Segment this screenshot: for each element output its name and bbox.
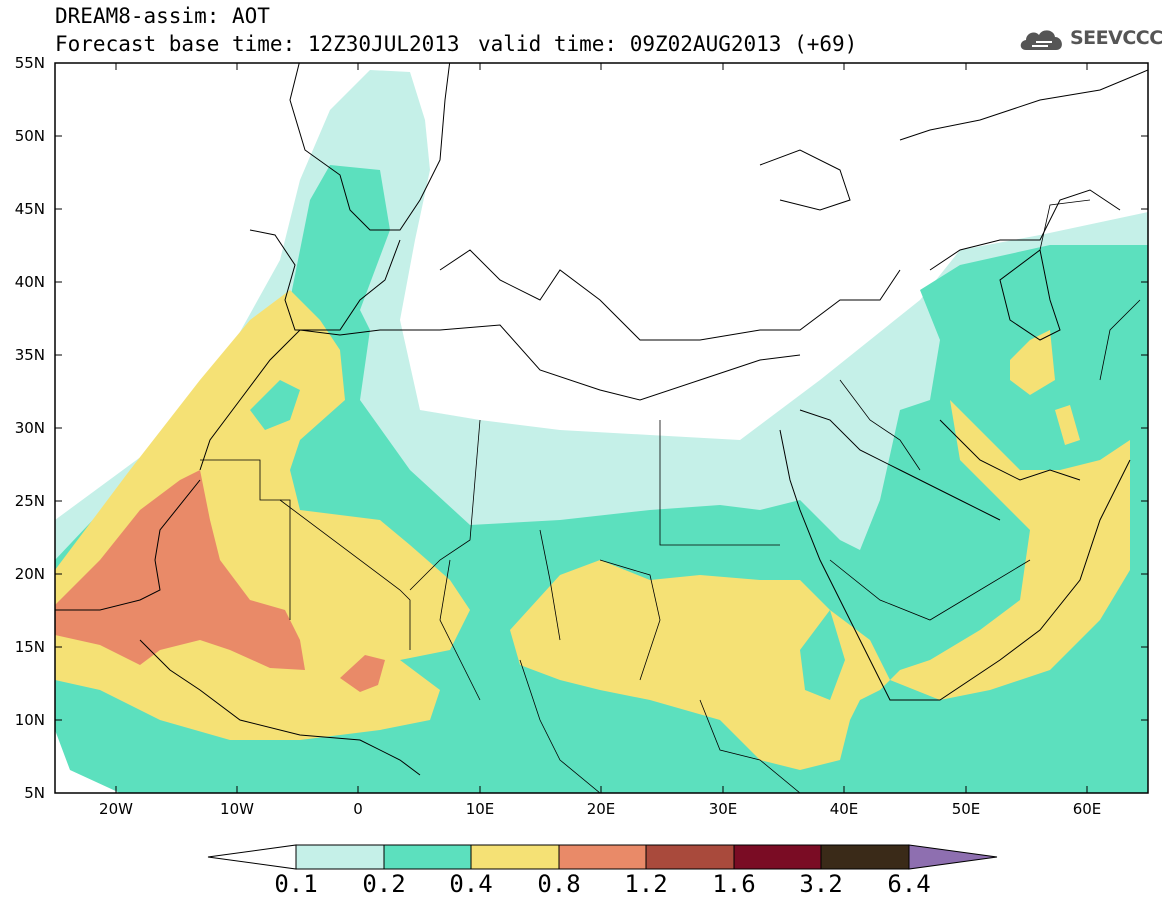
lon-label: 40E — [829, 800, 859, 818]
colorbar-label: 0.8 — [537, 870, 581, 898]
cloud-icon — [1020, 30, 1062, 50]
colorbar-label: 6.4 — [887, 870, 931, 898]
coastlines — [55, 63, 1148, 776]
lon-label: 20E — [586, 800, 616, 818]
colorbar-label: 0.2 — [362, 870, 406, 898]
lon-label: 50E — [951, 800, 981, 818]
colorbar-segment-7 — [820, 844, 910, 870]
lon-label: 10E — [465, 800, 495, 818]
lat-label: 10N — [14, 711, 45, 729]
colorbar-segment-5 — [645, 844, 735, 870]
lon-label: 60E — [1072, 800, 1102, 818]
valid-time: valid time: 09Z02AUG2013 (+69) — [478, 32, 858, 56]
colorbar-label: 1.6 — [712, 870, 756, 898]
colorbar-label: 3.2 — [799, 870, 843, 898]
aot-level-0-8 — [55, 470, 385, 692]
colorbar-segment-2 — [383, 844, 472, 870]
lon-label: 0 — [353, 800, 363, 818]
lat-label: 15N — [14, 638, 45, 656]
lat-label: 40N — [14, 273, 45, 291]
colorbar-low-arrow — [207, 844, 297, 870]
aot-contours — [55, 70, 1148, 793]
colorbar-segment-3 — [470, 844, 560, 870]
lat-label: 35N — [14, 346, 45, 364]
lat-label: 45N — [14, 200, 45, 218]
colorbar-segment-1 — [295, 844, 385, 870]
lon-label: 30E — [708, 800, 738, 818]
aot-level-0-4 — [55, 290, 1130, 770]
forecast-base-time: Forecast base time: 12Z30JUL2013 — [55, 32, 460, 56]
country-borders — [200, 199, 1141, 793]
lat-label: 5N — [24, 784, 45, 802]
lon-label: 20W — [99, 800, 133, 818]
colorbar-label: 0.1 — [274, 870, 318, 898]
map-title: DREAM8-assim: AOT — [55, 4, 270, 28]
axis-ticks — [55, 62, 1148, 793]
lat-label: 30N — [14, 419, 45, 437]
lat-label: 20N — [14, 565, 45, 583]
logo-text: SEEVCCC — [1070, 27, 1163, 49]
lat-label: 55N — [14, 54, 45, 72]
colorbar-label: 1.2 — [624, 870, 668, 898]
colorbar-high-arrow — [908, 844, 998, 870]
colorbar-segment-4 — [558, 844, 647, 870]
lat-label: 50N — [14, 127, 45, 145]
colorbar — [207, 844, 998, 870]
colorbar-segment-6 — [733, 844, 822, 870]
lat-label: 25N — [14, 492, 45, 510]
seevccc-logo: SEEVCCC — [1018, 24, 1163, 54]
colorbar-label: 0.4 — [449, 870, 493, 898]
lon-label: 10W — [220, 800, 254, 818]
